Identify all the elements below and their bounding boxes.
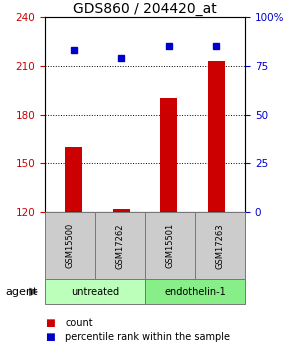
Text: ■: ■ [45, 332, 55, 342]
Text: agent: agent [6, 287, 38, 297]
Bar [65, 147, 82, 212]
Text: percentile rank within the sample: percentile rank within the sample [65, 332, 230, 342]
Text: ■: ■ [45, 318, 55, 328]
Text: endothelin-1: endothelin-1 [164, 287, 226, 297]
Title: GDS860 / 204420_at: GDS860 / 204420_at [73, 2, 217, 16]
Text: untreated: untreated [71, 287, 119, 297]
Text: GSM15500: GSM15500 [66, 223, 75, 268]
Bar [113, 209, 130, 212]
Text: GSM17263: GSM17263 [215, 223, 224, 269]
Text: GSM15501: GSM15501 [166, 223, 175, 268]
Bar [208, 61, 225, 212]
Bar [160, 98, 177, 212]
Text: count: count [65, 318, 93, 328]
Text: GSM17262: GSM17262 [115, 223, 124, 268]
